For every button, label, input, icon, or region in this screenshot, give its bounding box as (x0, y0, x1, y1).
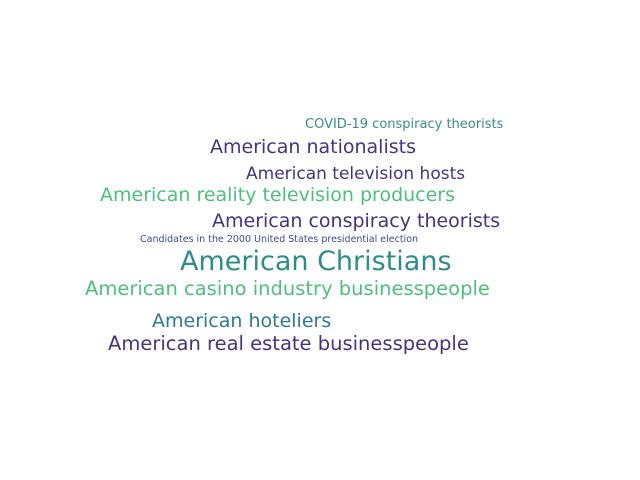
word-american-christians: American Christians (180, 246, 452, 277)
word-candidates-2000-election: Candidates in the 2000 United States pre… (140, 234, 419, 245)
word-american-hoteliers: American hoteliers (152, 310, 332, 332)
word-american-conspiracy-theorists: American conspiracy theorists (212, 210, 501, 232)
word-covid-19-conspiracy-theorists: COVID-19 conspiracy theorists (305, 117, 504, 132)
word-american-casino-industry-businesspeople: American casino industry businesspeople (85, 277, 490, 300)
word-american-television-hosts: American television hosts (246, 164, 466, 184)
word-american-real-estate-businesspeople: American real estate businesspeople (108, 332, 469, 355)
word-american-nationalists: American nationalists (210, 136, 416, 158)
word-american-reality-television-producers: American reality television producers (100, 184, 456, 206)
